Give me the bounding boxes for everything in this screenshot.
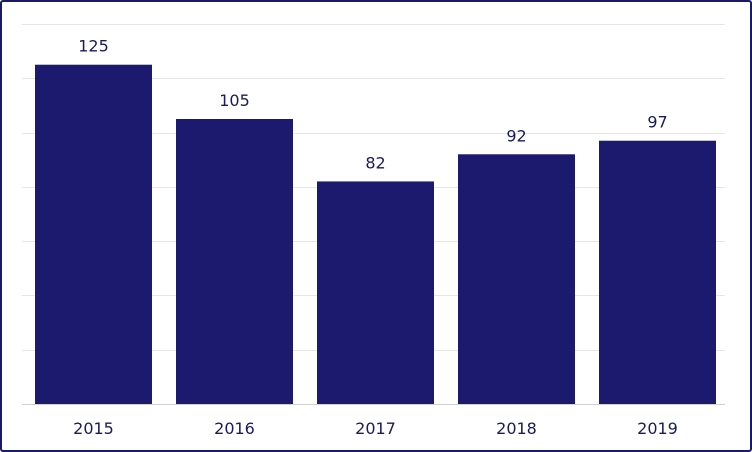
data-labels: 125 105 82 92 97 bbox=[78, 37, 667, 173]
bar-2017 bbox=[317, 181, 434, 404]
x-tick-label-2016: 2016 bbox=[214, 419, 255, 438]
x-tick-label-2018: 2018 bbox=[496, 419, 537, 438]
bar-2018 bbox=[458, 154, 575, 404]
data-label-2015: 125 bbox=[78, 37, 109, 56]
x-axis-ticks: 2015 2016 2017 2018 2019 bbox=[73, 419, 678, 438]
bar-series bbox=[35, 64, 716, 404]
x-tick-label-2019: 2019 bbox=[637, 419, 678, 438]
data-label-2018: 92 bbox=[506, 126, 526, 145]
x-tick-label-2017: 2017 bbox=[355, 419, 396, 438]
bar-2019 bbox=[599, 140, 716, 404]
data-label-2017: 82 bbox=[365, 153, 385, 172]
bar-2016 bbox=[176, 119, 293, 404]
bar-2015 bbox=[35, 64, 152, 404]
data-label-2016: 105 bbox=[219, 91, 250, 110]
data-label-2019: 97 bbox=[647, 113, 667, 132]
x-tick-label-2015: 2015 bbox=[73, 419, 114, 438]
